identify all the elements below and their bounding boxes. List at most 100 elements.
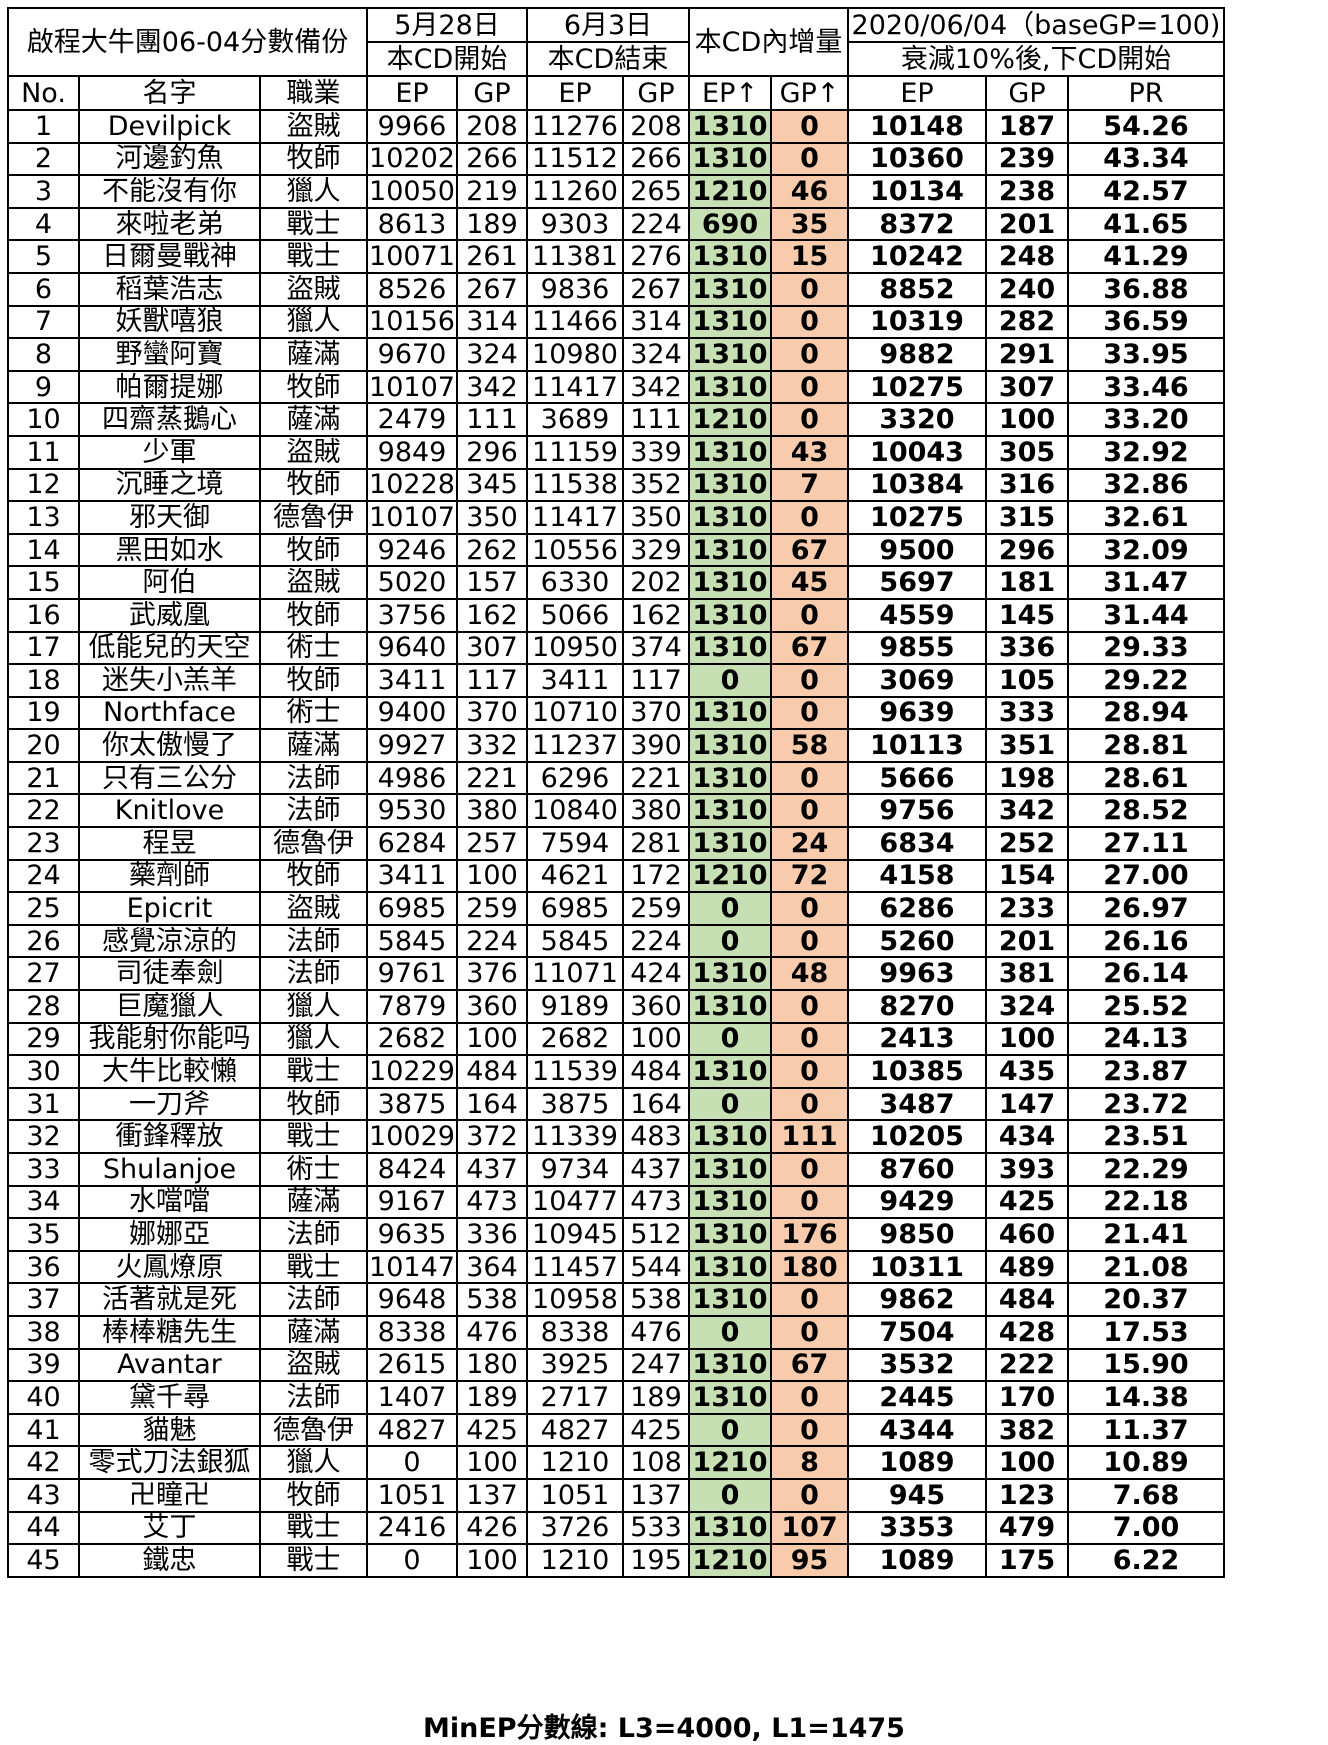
table-row: 16 武威凰 牧師 3756 162 5066 162 1310 0 4559 145 31.44: [7, 597, 1225, 633]
cell-start-ep: 9927: [366, 728, 458, 763]
cell-pr: 27.11: [1067, 826, 1225, 861]
cell-end-gp: 324: [622, 337, 690, 372]
cell-start-gp: 484: [456, 1054, 528, 1089]
cell-gp-increase: 43: [770, 434, 849, 470]
cell-end-gp: 162: [622, 597, 690, 633]
cell-pr: 36.59: [1067, 304, 1225, 340]
col-header-name: 名字: [78, 75, 261, 111]
cell-gp-increase: 0: [770, 923, 849, 959]
cell-end-ep: 7594: [526, 826, 624, 861]
cell-no: 37: [7, 1282, 80, 1317]
cell-class: 牧師: [259, 532, 368, 568]
cell-ep-increase: 1310: [688, 1119, 772, 1154]
cell-class: 法師: [259, 1217, 368, 1252]
cell-no: 35: [7, 1217, 80, 1252]
cell-gp-increase: 0: [770, 109, 849, 144]
table-row: 36 火鳳燎原 戰士 10147 364 11457 544 1310 180 10311 489 2…: [7, 1249, 1225, 1285]
cell-pr: 54.26: [1067, 109, 1225, 144]
table-row: 14 黑田如水 牧師 9246 262 10556 329 1310 67 9500 296 32.0…: [7, 532, 1225, 568]
cell-end-ep: 9303: [526, 206, 624, 242]
cell-end-gp: 360: [622, 989, 690, 1024]
cell-pr: 41.29: [1067, 239, 1225, 274]
cell-end-ep: 9836: [526, 271, 624, 307]
cell-end-ep: 10840: [526, 793, 624, 829]
col-header-next-gp: GP: [985, 75, 1069, 111]
cell-end-gp: 259: [622, 891, 690, 926]
cell-start-ep: 8526: [366, 271, 458, 307]
cell-start-gp: 473: [456, 1184, 528, 1220]
cell-next-ep: 10319: [847, 304, 987, 340]
cell-start-ep: 2416: [366, 1510, 458, 1546]
cell-gp-increase: 0: [770, 1086, 849, 1122]
table-row: 13 邪天御 德魯伊 10107 350 11417 350 1310 0 10275 315 32.…: [7, 500, 1225, 535]
cell-start-gp: 219: [456, 174, 528, 209]
cell-name: 娜娜亞: [78, 1217, 261, 1252]
cell-gp-increase: 0: [770, 1021, 849, 1057]
cell-gp-increase: 0: [770, 597, 849, 633]
cell-no: 3: [7, 174, 80, 209]
cell-ep-increase: 1310: [688, 630, 772, 666]
cell-start-ep: 9246: [366, 532, 458, 568]
cell-start-gp: 372: [456, 1119, 528, 1154]
table-row: 25 Epicrit 盜賊 6985 259 6985 259 0 0 6286 233 26.97: [7, 891, 1225, 926]
cell-end-gp: 473: [622, 1184, 690, 1220]
table-row: 41 貓魅 德魯伊 4827 425 4827 425 0 0 4344 382 11.37: [7, 1412, 1225, 1448]
table-row: 15 阿伯 盜賊 5020 157 6330 202 1310 45 5697 181 31.47: [7, 565, 1225, 600]
start-label-header: 本CD開始: [366, 41, 528, 77]
cell-gp-increase: 72: [770, 858, 849, 894]
cell-end-gp: 374: [622, 630, 690, 666]
cell-next-ep: 9862: [847, 1282, 987, 1317]
cell-pr: 11.37: [1067, 1412, 1225, 1448]
cell-pr: 10.89: [1067, 1445, 1225, 1480]
cell-ep-increase: 1310: [688, 793, 772, 829]
cell-next-gp: 100: [985, 1021, 1069, 1057]
cell-no: 33: [7, 1152, 80, 1187]
cell-end-ep: 3726: [526, 1510, 624, 1546]
cell-pr: 23.87: [1067, 1054, 1225, 1089]
cell-class: 戰士: [259, 206, 368, 242]
cell-name: 不能沒有你: [78, 174, 261, 209]
cell-end-gp: 342: [622, 369, 690, 405]
cell-gp-increase: 95: [770, 1543, 849, 1578]
cell-ep-increase: 1310: [688, 109, 772, 144]
cell-next-ep: 6834: [847, 826, 987, 861]
cell-start-gp: 350: [456, 500, 528, 535]
cell-start-ep: 9167: [366, 1184, 458, 1220]
cell-next-gp: 240: [985, 271, 1069, 307]
cell-no: 40: [7, 1380, 80, 1415]
cell-no: 41: [7, 1412, 80, 1448]
cell-end-gp: 425: [622, 1412, 690, 1448]
cell-next-ep: 9429: [847, 1184, 987, 1220]
cell-end-gp: 266: [622, 141, 690, 177]
cell-end-gp: 380: [622, 793, 690, 829]
cell-next-ep: 10360: [847, 141, 987, 177]
table-row: 7 妖獸嘻狼 獵人 10156 314 11466 314 1310 0 10319 282 36.5…: [7, 304, 1225, 340]
cell-no: 1: [7, 109, 80, 144]
table-row: 20 你太傲慢了 薩滿 9927 332 11237 390 1310 58 10113 351 28…: [7, 728, 1225, 763]
table-row: 34 水噹噹 薩滿 9167 473 10477 473 1310 0 9429 425 22.18: [7, 1184, 1225, 1220]
cell-name: 艾丁: [78, 1510, 261, 1546]
table-row: 19 Northface 術士 9400 370 10710 370 1310 0 9639 333…: [7, 695, 1225, 731]
cell-start-ep: 5845: [366, 923, 458, 959]
cell-gp-increase: 0: [770, 271, 849, 307]
cell-next-ep: 6286: [847, 891, 987, 926]
cell-no: 27: [7, 956, 80, 992]
cell-name: 黑田如水: [78, 532, 261, 568]
cell-next-gp: 291: [985, 337, 1069, 372]
table-row: 42 零式刀法銀狐 獵人 0 100 1210 108 1210 8 1089 100 10.89: [7, 1445, 1225, 1480]
cell-end-ep: 9189: [526, 989, 624, 1024]
cell-end-ep: 11381: [526, 239, 624, 274]
cell-next-gp: 175: [985, 1543, 1069, 1578]
cell-next-gp: 381: [985, 956, 1069, 992]
cell-no: 6: [7, 271, 80, 307]
cell-end-gp: 265: [622, 174, 690, 209]
cell-next-gp: 333: [985, 695, 1069, 731]
cell-end-ep: 11417: [526, 369, 624, 405]
cell-start-gp: 437: [456, 1152, 528, 1187]
cell-next-gp: 434: [985, 1119, 1069, 1154]
cell-next-ep: 10043: [847, 434, 987, 470]
cell-ep-increase: 0: [688, 1021, 772, 1057]
cell-next-gp: 307: [985, 369, 1069, 405]
cell-ep-increase: 0: [688, 663, 772, 698]
cell-gp-increase: 0: [770, 989, 849, 1024]
